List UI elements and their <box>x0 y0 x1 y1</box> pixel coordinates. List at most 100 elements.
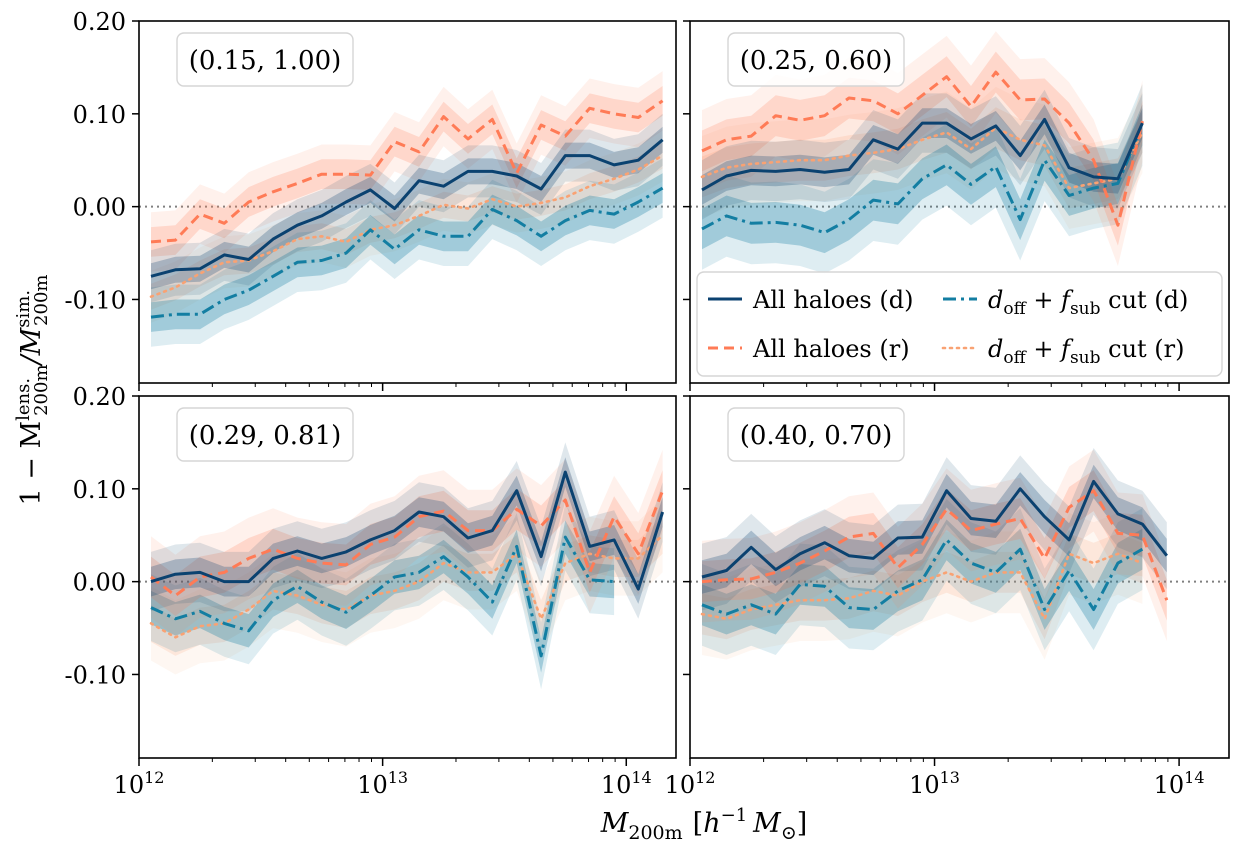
error-band-d_all-2sigma <box>151 113 663 303</box>
x-axis-bracket-open: [ <box>693 808 704 839</box>
x-tick-exponent: 12 <box>144 768 164 787</box>
y-axis-lens-sup: lens. <box>13 378 34 421</box>
x-tick-exponent: 13 <box>388 768 408 787</box>
series-line-r_cut <box>700 126 1144 190</box>
legend-label-r_cut: doff + fsub cut (r) <box>988 335 1185 368</box>
legend-cut-text: cut (r) <box>1101 335 1185 363</box>
series-line-d_all <box>701 479 1168 579</box>
x-axis-h: h <box>703 808 720 839</box>
series-line-d_all <box>701 117 1144 192</box>
x-axis-msun-sub: ⊙ <box>781 822 797 844</box>
error-band-d_all-1sigma <box>702 104 1143 205</box>
series-line-r_all <box>701 489 1169 601</box>
x-tick-base: 10 <box>1154 771 1185 799</box>
panel-label: (0.25, 0.60) <box>740 46 893 76</box>
x-tick-label: 1013 <box>357 768 408 799</box>
x-tick-base: 10 <box>665 771 696 799</box>
error-band-r_cut-2sigma <box>702 513 1143 660</box>
panel-frame <box>138 20 677 384</box>
panel-label-box <box>176 32 354 87</box>
legend-sub-off: off <box>1003 299 1027 319</box>
x-axis-M: M <box>600 808 630 839</box>
error-band-d_cut-1sigma <box>702 519 1143 635</box>
error-band-r_all-2sigma <box>151 71 663 272</box>
series-line-d_all <box>150 470 665 591</box>
plot-area <box>139 71 676 347</box>
series-line-d_cut <box>701 124 1144 235</box>
x-axis-msun: M <box>752 808 782 839</box>
panel-frame <box>689 395 1230 759</box>
plot-area <box>139 442 676 690</box>
plot-area <box>690 31 1229 274</box>
y-axis-slash-M: /M <box>16 326 47 367</box>
x-axis-title: M200m [h−1 M⊙] <box>600 805 808 844</box>
y-tick-label: 0.10 <box>73 476 126 504</box>
x-tick-base: 10 <box>114 771 145 799</box>
error-band-d_cut-2sigma <box>702 499 1143 655</box>
legend-var-d: d <box>988 286 1003 314</box>
panel-4: 1012 1013 1014(0.40, 0.70) <box>665 395 1230 799</box>
series-line-r_all <box>150 99 664 244</box>
error-band-d_cut-1sigma <box>151 520 615 673</box>
x-tick-label: 1014 <box>601 768 652 799</box>
legend: All haloes (d) All haloes (r) doff + fsub … <box>696 271 1223 377</box>
x-tick-base: 10 <box>601 771 632 799</box>
x-tick-base: 10 <box>909 771 940 799</box>
x-tick-label: 1013 <box>909 768 960 799</box>
y-tick-label: -0.10 <box>64 661 126 689</box>
legend-box <box>696 271 1223 377</box>
y-axis-lead: 1 − M <box>16 421 47 506</box>
x-tick-label: 1014 <box>1154 768 1205 799</box>
x-tick-label: 1012 <box>114 768 165 799</box>
error-band-d_all-2sigma <box>702 89 1143 220</box>
error-band-r_all-2sigma <box>702 31 1143 267</box>
y-axis-lens-sub: 200m <box>31 364 52 415</box>
legend-var-f: + f <box>1026 286 1074 314</box>
error-band-r_cut-2sigma <box>702 86 1143 229</box>
error-band-r_all-1sigma <box>151 86 663 257</box>
legend-sub-off: off <box>1003 348 1027 368</box>
error-band-r_cut-1sigma <box>702 533 1143 640</box>
error-band-r_all-2sigma <box>151 449 663 637</box>
y-tick-label: 0.00 <box>73 194 126 222</box>
series-line-r_cut <box>149 154 664 299</box>
legend-var-d: d <box>988 335 1003 363</box>
error-band-d_cut-2sigma <box>151 158 663 347</box>
error-band-d_cut-1sigma <box>151 173 663 332</box>
x-tick-base: 10 <box>357 771 388 799</box>
series-line-d_cut <box>150 535 615 658</box>
series-line-r_all <box>150 490 664 598</box>
error-band-r_cut-1sigma <box>151 142 663 310</box>
panel-label-box <box>176 407 354 462</box>
y-axis-sim-sub: 200m <box>31 274 52 325</box>
legend-sub-sub: sub <box>1070 299 1101 319</box>
legend-label-d_cut: doff + fsub cut (d) <box>988 286 1188 319</box>
x-tick-exponent: 14 <box>631 768 651 787</box>
error-band-r_all-1sigma <box>702 470 1167 621</box>
panel-label-box <box>727 32 905 87</box>
legend-sub-sub: sub <box>1070 348 1101 368</box>
x-tick-exponent: 13 <box>940 768 960 787</box>
panel-label: (0.29, 0.81) <box>189 421 342 451</box>
legend-label-d_all: All haloes (d) <box>752 286 913 314</box>
error-band-r_all-2sigma <box>702 449 1167 641</box>
y-tick-label: -0.10 <box>64 286 126 314</box>
y-axis-sim-sup: sim. <box>13 290 34 328</box>
series-line-d_cut <box>150 186 664 319</box>
series-line-d_all <box>150 138 664 278</box>
x-tick-exponent: 12 <box>695 768 715 787</box>
panel-1: -0.10 0.00 0.10 0.20 (0.15, 1.00) <box>64 8 677 391</box>
y-axis-title: 1 − Mlens.200m/Msim.200m <box>13 274 52 505</box>
series-line-r_all <box>701 70 1144 227</box>
legend-var-f: + f <box>1026 335 1074 363</box>
series-line-r_cut <box>149 533 664 639</box>
x-tick-exponent: 14 <box>1184 768 1204 787</box>
error-band-d_all-1sigma <box>151 126 663 290</box>
panel-frame <box>689 20 1230 384</box>
x-axis-sub: 200m <box>628 822 682 844</box>
x-axis-bracket-close: ] <box>797 808 808 839</box>
panel-frame <box>138 395 677 759</box>
x-tick-label: 1012 <box>665 768 716 799</box>
error-band-d_all-1sigma <box>151 457 663 604</box>
